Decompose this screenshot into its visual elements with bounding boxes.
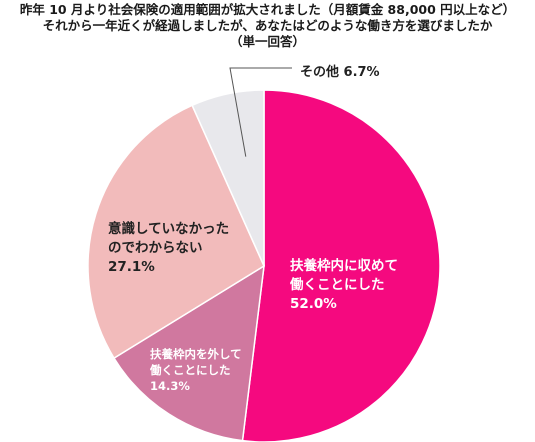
pie-labels: 扶養枠内に収めて働くことにした 52.0%扶養枠内を外して働くことにした 14.3%… — [108, 64, 398, 393]
slice-label-line: 働くことにした — [149, 363, 231, 377]
slice-label-4: その他 6.7% — [300, 64, 380, 80]
slice-label-line: 働くことにした — [289, 276, 385, 293]
slice-label-1: 扶養枠内に収めて働くことにした 52.0% — [289, 257, 398, 312]
slice-label-line: その他 6.7% — [300, 64, 380, 80]
title-line-2: それから一年近くが経過しましたが、あなたはどのような働き方を選びましたか — [42, 18, 493, 33]
slice-label-line: 扶養枠内を外して — [150, 347, 242, 361]
slice-label-line: のでわからない — [108, 240, 203, 256]
slice-label-line: 扶養枠内に収めて — [290, 257, 398, 274]
title-line-1: 昨年 10 月より社会保険の適用範囲が拡大されました（月額賃金 88,000 円… — [19, 2, 516, 17]
chart-title: 昨年 10 月より社会保険の適用範囲が拡大されました（月額賃金 88,000 円… — [0, 2, 535, 50]
slice-label-line: 意識していなかった — [108, 220, 229, 237]
pie-slice-4 — [191, 89, 265, 267]
slice-value-1: 52.0% — [290, 296, 337, 312]
pie-slice-1 — [241, 89, 441, 442]
slice-label-2: 扶養枠内を外して働くことにした 14.3% — [149, 347, 242, 393]
title-line-3: （単一回答） — [229, 34, 305, 49]
leader-line-other — [229, 67, 292, 157]
slice-value-3: 27.1% — [108, 259, 155, 275]
pie-slices — [87, 89, 441, 442]
slice-label-3: 意識していなかったのでわからない 27.1% — [108, 220, 229, 275]
pie-slice-2 — [112, 264, 265, 442]
slice-value-2: 14.3% — [150, 379, 190, 393]
